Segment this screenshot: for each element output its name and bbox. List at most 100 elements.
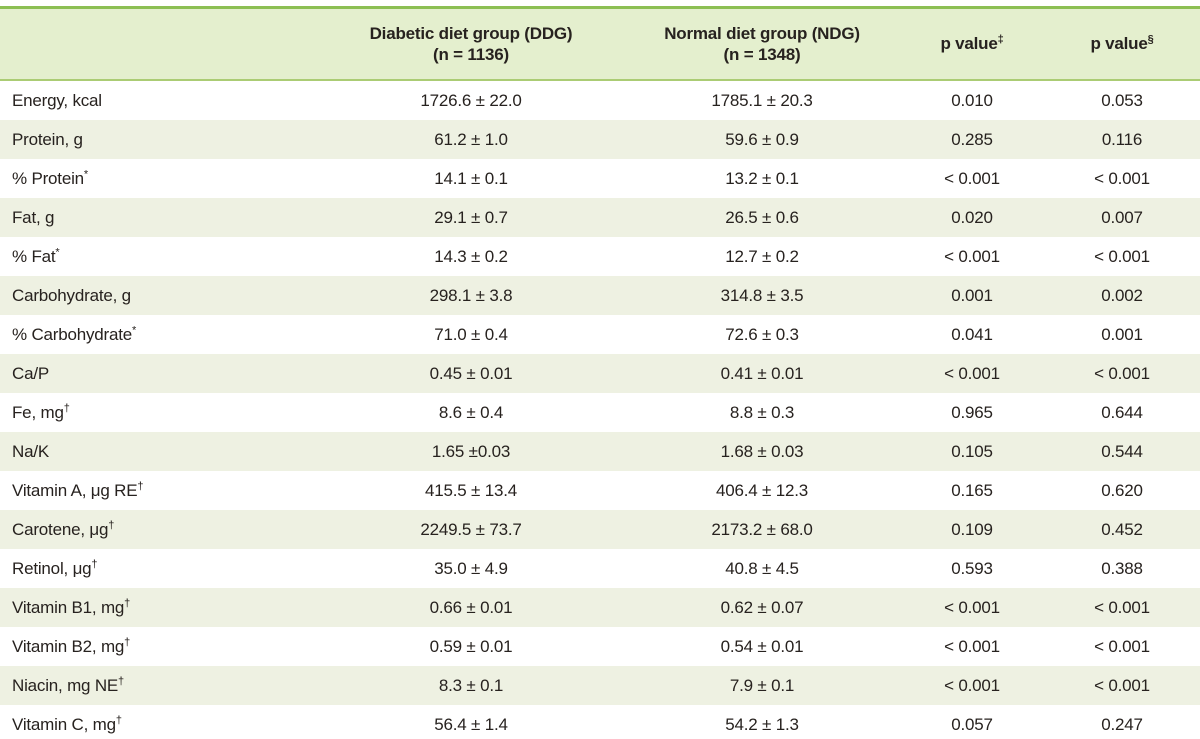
- ddg-value: 8.3 ± 0.1: [438, 675, 504, 695]
- p-value-2: 0.053: [1101, 90, 1143, 110]
- ndg-value: 54.2 ± 1.3: [725, 714, 799, 734]
- ndg-value: 72.6 ± 0.3: [725, 324, 799, 344]
- table-row: Retinol, μg† 35.0 ± 4.9 40.8 ± 4.5 0.593…: [0, 549, 1200, 588]
- ddg-value: 14.3 ± 0.2: [434, 246, 508, 266]
- nutrient-label: % Protein: [12, 168, 84, 188]
- header-ddg-column: Diabetic diet group (DDG) (n = 1136): [318, 7, 624, 81]
- nutrient-label: Protein, g: [12, 129, 83, 149]
- nutrient-label: Carbohydrate, g: [12, 285, 131, 305]
- p-value-2: 0.247: [1101, 714, 1143, 734]
- ndg-value: 406.4 ± 12.3: [715, 480, 808, 500]
- header-row: Diabetic diet group (DDG) (n = 1136) Nor…: [0, 7, 1200, 81]
- p-value-2: < 0.001: [1094, 675, 1150, 695]
- header-nutrient-column: [0, 7, 318, 81]
- nutrient-label: Fat, g: [12, 207, 55, 227]
- p-value-2: 0.644: [1101, 402, 1143, 422]
- table-row: Protein, g 61.2 ± 1.0 59.6 ± 0.9 0.285 0…: [0, 120, 1200, 159]
- ndg-value: 26.5 ± 0.6: [725, 207, 799, 227]
- table-row: Vitamin B1, mg† 0.66 ± 0.01 0.62 ± 0.07 …: [0, 588, 1200, 627]
- header-p-value-1: p value‡: [900, 7, 1044, 81]
- table-row: Vitamin C, mg† 56.4 ± 1.4 54.2 ± 1.3 0.0…: [0, 705, 1200, 739]
- ndg-value: 0.41 ± 0.01: [720, 363, 804, 383]
- footnote-marker: *: [132, 323, 137, 336]
- p-value-2: < 0.001: [1094, 246, 1150, 266]
- p-value-2: 0.007: [1101, 207, 1143, 227]
- header-ndg-n: (n = 1348): [723, 45, 801, 64]
- p-value-2-label: p value: [1090, 34, 1148, 54]
- p-value-1: < 0.001: [944, 636, 1000, 656]
- table-body: Energy, kcal 1726.6 ± 22.0 1785.1 ± 20.3…: [0, 80, 1200, 739]
- ndg-value: 8.8 ± 0.3: [729, 402, 795, 422]
- table-row: Vitamin B2, mg† 0.59 ± 0.01 0.54 ± 0.01 …: [0, 627, 1200, 666]
- ndg-value: 2173.2 ± 68.0: [711, 519, 813, 539]
- ddg-value: 35.0 ± 4.9: [434, 558, 508, 578]
- ddg-value: 56.4 ± 1.4: [434, 714, 508, 734]
- nutrient-label: % Carbohydrate: [12, 324, 133, 344]
- ddg-value: 29.1 ± 0.7: [434, 207, 508, 227]
- p-value-1: 0.105: [951, 441, 993, 461]
- nutrient-label: Carotene, μg: [12, 519, 109, 539]
- p-value-1: 0.010: [951, 90, 993, 110]
- ddg-value: 61.2 ± 1.0: [434, 129, 508, 149]
- ddg-value: 14.1 ± 0.1: [434, 168, 508, 188]
- p-value-1: 0.285: [951, 129, 993, 149]
- p-value-1: 0.041: [951, 324, 993, 344]
- p-value-1: 0.965: [951, 402, 993, 422]
- header-ndg-title: Normal diet group (NDG): [664, 23, 860, 43]
- nutrient-label: Vitamin B1, mg: [12, 597, 125, 617]
- ddg-value: 8.6 ± 0.4: [438, 402, 504, 422]
- table-row: Energy, kcal 1726.6 ± 22.0 1785.1 ± 20.3…: [0, 80, 1200, 120]
- ndg-value: 12.7 ± 0.2: [725, 246, 799, 266]
- ndg-value: 0.54 ± 0.01: [720, 636, 804, 656]
- table-row: Niacin, mg NE† 8.3 ± 0.1 7.9 ± 0.1 < 0.0…: [0, 666, 1200, 705]
- ndg-value: 13.2 ± 0.1: [725, 168, 799, 188]
- ndg-value: 40.8 ± 4.5: [725, 558, 799, 578]
- p-value-2: < 0.001: [1094, 636, 1150, 656]
- footnote-marker: †: [108, 518, 115, 531]
- footnote-marker: †: [63, 401, 70, 414]
- footnote-marker: †: [124, 596, 131, 609]
- ndg-value: 314.8 ± 3.5: [720, 285, 804, 305]
- p-value-2: 0.388: [1101, 558, 1143, 578]
- p-value-1: 0.001: [951, 285, 993, 305]
- p-value-1: < 0.001: [944, 363, 1000, 383]
- table-header: Diabetic diet group (DDG) (n = 1136) Nor…: [0, 7, 1200, 81]
- p-value-2: < 0.001: [1094, 168, 1150, 188]
- table-row: Ca/P 0.45 ± 0.01 0.41 ± 0.01 < 0.001 < 0…: [0, 354, 1200, 393]
- table-row: Carotene, μg† 2249.5 ± 73.7 2173.2 ± 68.…: [0, 510, 1200, 549]
- p-value-2: 0.620: [1101, 480, 1143, 500]
- ndg-value: 1.68 ± 0.03: [720, 441, 804, 461]
- p-value-2: 0.002: [1101, 285, 1143, 305]
- table-row: Vitamin A, μg RE† 415.5 ± 13.4 406.4 ± 1…: [0, 471, 1200, 510]
- ndg-value: 7.9 ± 0.1: [729, 675, 795, 695]
- ddg-value: 2249.5 ± 73.7: [420, 519, 522, 539]
- ddg-value: 0.66 ± 0.01: [429, 597, 513, 617]
- nutrient-label: Niacin, mg NE: [12, 675, 119, 695]
- ddg-value: 1.65 ±0.03: [431, 441, 511, 461]
- section-marker: §: [1147, 33, 1154, 46]
- footnote-marker: *: [55, 245, 60, 258]
- ddg-value: 1726.6 ± 22.0: [420, 90, 522, 110]
- ddg-value: 0.59 ± 0.01: [429, 636, 513, 656]
- ddg-value: 0.45 ± 0.01: [429, 363, 513, 383]
- nutrient-label: Energy, kcal: [12, 90, 102, 110]
- p-value-1: 0.165: [951, 480, 993, 500]
- p-value-2: < 0.001: [1094, 363, 1150, 383]
- nutrient-label: Vitamin A, μg RE: [12, 480, 138, 500]
- nutrient-label: % Fat: [12, 246, 56, 266]
- p-value-2: 0.116: [1101, 129, 1143, 149]
- header-ddg-title: Diabetic diet group (DDG): [369, 23, 573, 43]
- header-ddg-n: (n = 1136): [433, 45, 509, 64]
- p-value-2: 0.001: [1101, 324, 1143, 344]
- table-row: % Fat* 14.3 ± 0.2 12.7 ± 0.2 < 0.001 < 0…: [0, 237, 1200, 276]
- ndg-value: 0.62 ± 0.07: [720, 597, 804, 617]
- p-value-2: < 0.001: [1094, 597, 1150, 617]
- table-row: Carbohydrate, g 298.1 ± 3.8 314.8 ± 3.5 …: [0, 276, 1200, 315]
- footnote-marker: †: [118, 674, 124, 687]
- table-row: Fe, mg† 8.6 ± 0.4 8.8 ± 0.3 0.965 0.644: [0, 393, 1200, 432]
- p-value-1: 0.020: [951, 207, 993, 227]
- p-value-1: 0.109: [951, 519, 993, 539]
- footnote-marker: †: [137, 479, 144, 492]
- ddg-value: 415.5 ± 13.4: [424, 480, 517, 500]
